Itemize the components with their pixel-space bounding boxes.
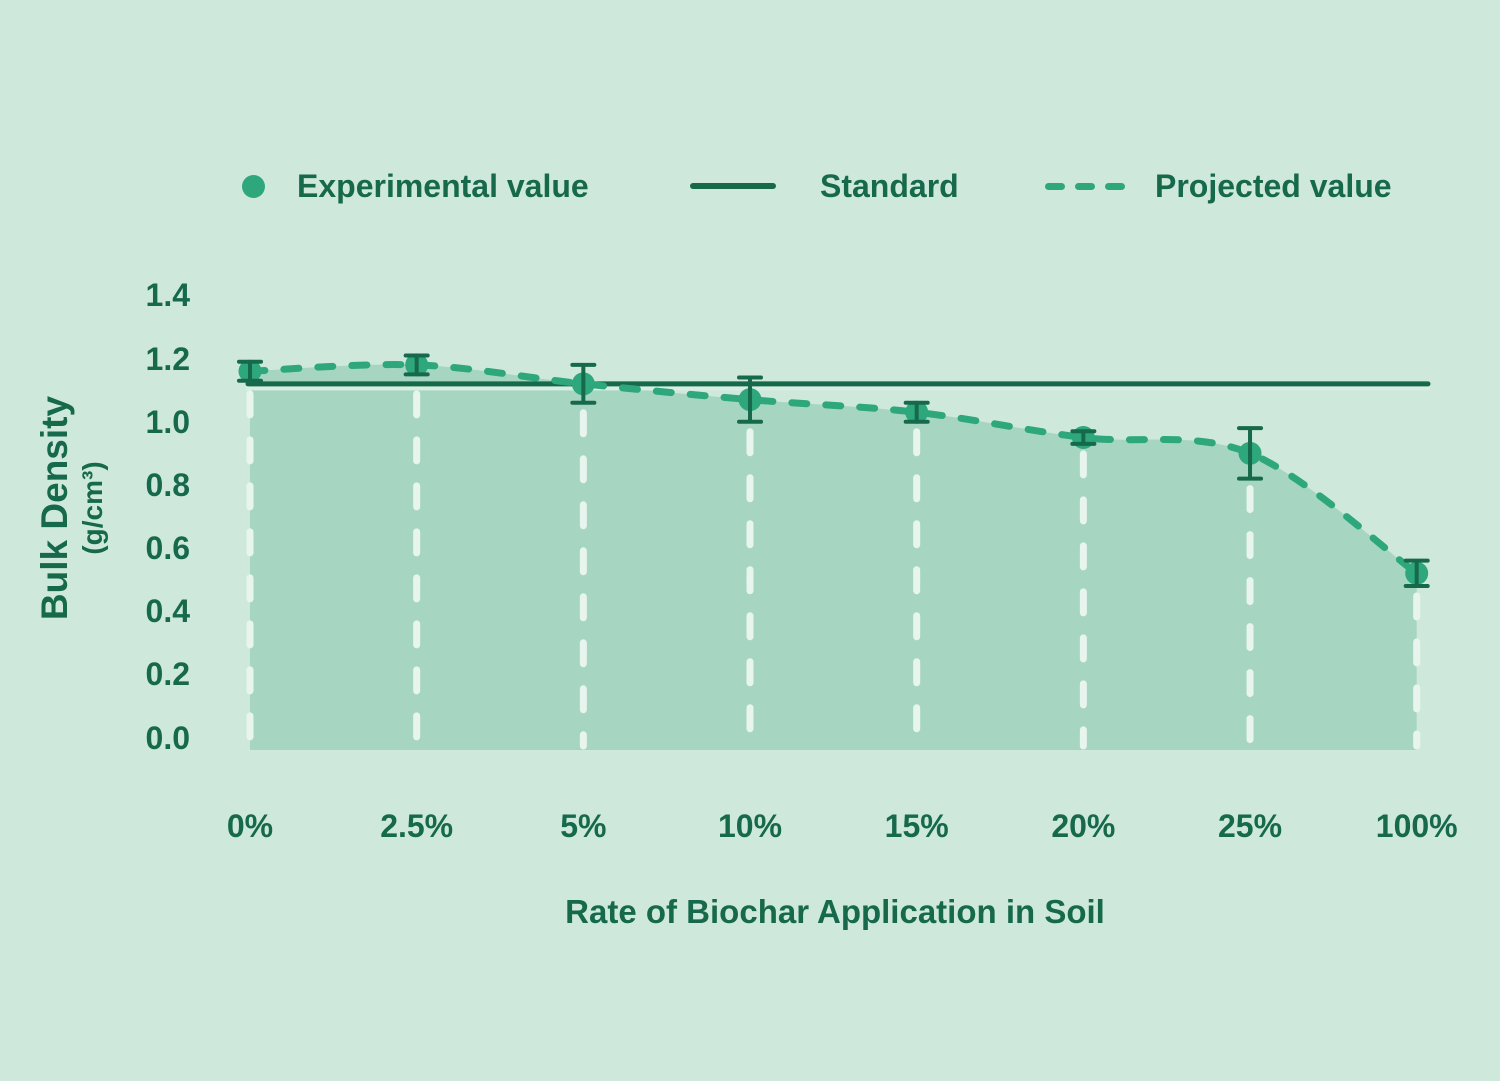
projected-area-fill	[250, 364, 1417, 750]
legend-item-experimental: Experimental value	[242, 164, 589, 208]
y-tick-1.2: 1.2	[145, 340, 190, 377]
legend-label-projected: Projected value	[1155, 167, 1392, 204]
legend-label-standard: Standard	[820, 167, 959, 204]
x-tick-25%: 25%	[1217, 808, 1283, 844]
legend-item-projected: Projected value	[1045, 164, 1392, 208]
x-tick-10%: 10%	[717, 808, 783, 844]
y-tick-1.0: 1.0	[145, 403, 190, 440]
experimental-dot-icon	[242, 174, 265, 198]
x-tick-2.5%: 2.5%	[380, 808, 454, 844]
legend-item-standard: Standard	[690, 164, 959, 208]
y-tick-0.4: 0.4	[145, 593, 190, 630]
x-tick-15%: 15%	[884, 808, 949, 844]
x-tick-5%: 5%	[560, 808, 607, 844]
projected-dashes-icon	[1045, 182, 1125, 190]
y-tick-0.0: 0.0	[145, 719, 190, 756]
x-tick-100%: 100%	[1375, 808, 1458, 844]
x-tick-20%: 20%	[1051, 808, 1116, 844]
y-tick-1.4: 1.4	[145, 277, 190, 314]
x-tick-0%: 0%	[226, 808, 274, 844]
x-axis-title: Rate of Biochar Application in Soil	[565, 893, 1105, 930]
y-tick-0.2: 0.2	[145, 656, 190, 693]
legend-label-experimental: Experimental value	[297, 167, 589, 204]
y-tick-0.6: 0.6	[145, 530, 190, 567]
standard-line-icon	[690, 183, 776, 189]
y-tick-0.8: 0.8	[145, 466, 190, 503]
